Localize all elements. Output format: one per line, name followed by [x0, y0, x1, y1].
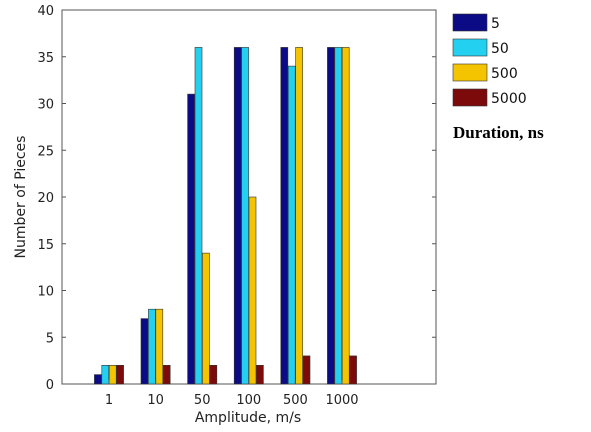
legend-label-5: 5 [491, 16, 500, 32]
bar-500-series-500 [295, 47, 303, 385]
bar-100-series-500 [248, 196, 257, 385]
bar-1000-series-5000 [349, 355, 357, 385]
bar-500-series-5000 [302, 355, 311, 385]
bar-500-series-5 [280, 47, 289, 385]
bar-1-series-5 [94, 374, 102, 385]
x-axis: 1 10 50 100 500 1000 [105, 380, 359, 408]
bar-500-series-50 [287, 65, 296, 385]
bar-100-series-50 [241, 47, 249, 385]
y-axis: 0 5 10 15 20 25 30 35 40 [37, 4, 436, 393]
y-tick-label: 25 [37, 144, 54, 159]
y-tick-label: 15 [37, 238, 54, 253]
x-tick-label: 500 [283, 393, 308, 408]
bar-10-series-50 [148, 308, 156, 385]
y-tick-label: 40 [37, 4, 54, 19]
bar-50-series-5 [187, 93, 195, 385]
bar-50-series-500 [202, 252, 210, 385]
x-tick-label: 1 [105, 393, 113, 408]
bar-1-series-5000 [116, 364, 124, 385]
x-tick-label: 50 [194, 393, 211, 408]
x-tick-label: 100 [236, 393, 261, 408]
bar-100-series-5 [233, 47, 242, 385]
y-tick-label: 35 [37, 51, 54, 66]
bar-50-series-5000 [209, 364, 218, 385]
legend-label-50: 50 [491, 41, 509, 57]
bar-10-series-5 [140, 318, 149, 385]
bar-10-series-500 [155, 308, 164, 385]
bar-1-series-500 [108, 364, 117, 385]
bar-50-series-50 [194, 47, 203, 385]
legend: 5 50 500 5000 [452, 13, 527, 107]
y-tick-label: 10 [37, 285, 54, 300]
legend-title: Duration, ns [453, 123, 544, 142]
bars-group [94, 47, 357, 385]
bar-10-series-5000 [162, 364, 171, 385]
y-tick-label: 5 [46, 331, 54, 346]
bar-1000-series-500 [341, 47, 350, 385]
x-tick-label: 1000 [325, 393, 358, 408]
x-tick-label: 10 [147, 393, 164, 408]
y-tick-label: 0 [46, 378, 54, 393]
legend-swatch-500 [452, 63, 488, 82]
x-axis-title: Amplitude, m/s [195, 410, 301, 426]
y-tick-label: 30 [37, 98, 54, 113]
legend-swatch-5 [452, 13, 488, 32]
bar-1000-series-50 [334, 47, 343, 385]
bar-100-series-5000 [256, 364, 264, 385]
bar-1-series-50 [101, 364, 110, 385]
legend-swatch-50 [452, 38, 488, 57]
bar-1000-series-5 [327, 47, 335, 385]
legend-label-500: 500 [491, 66, 518, 82]
y-axis-title: Number of Pieces [13, 136, 29, 259]
legend-swatch-5000 [452, 88, 488, 107]
y-tick-label: 20 [37, 191, 54, 206]
legend-label-5000: 5000 [491, 91, 527, 107]
